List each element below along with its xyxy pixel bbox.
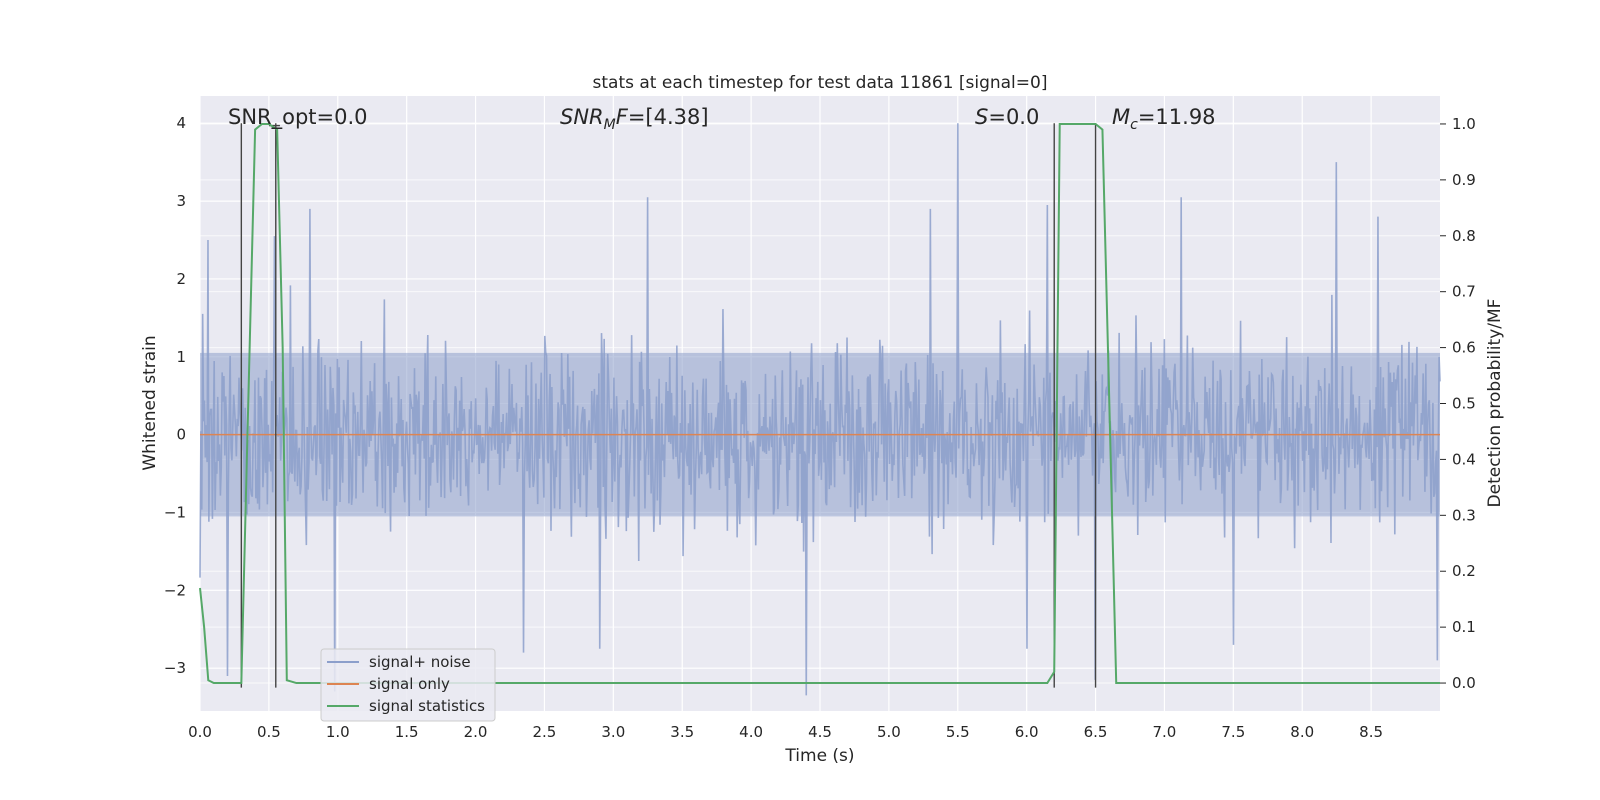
annotation-s: S=0.0 xyxy=(975,105,1039,129)
x-tick-label: 1.0 xyxy=(326,723,350,741)
y2-axis-label: Detection probability/MF xyxy=(1485,299,1505,508)
annotation-mc: Mc=11.98 xyxy=(1112,105,1216,133)
x-tick-label: 7.0 xyxy=(1153,723,1177,741)
y-tick-label: 3 xyxy=(176,192,186,210)
legend-label-noise: signal+ noise xyxy=(369,653,471,671)
x-tick-label: 5.0 xyxy=(877,723,901,741)
annotation-snr-mf: SNRMF=[4.38] xyxy=(560,105,709,133)
y2-tick-label: 0.4 xyxy=(1452,450,1476,468)
legend-label-stats: signal statistics xyxy=(369,697,485,715)
y2-tick-label: 0.7 xyxy=(1452,283,1476,301)
x-tick-label: 0.5 xyxy=(257,723,281,741)
legend: signal+ noise signal only signal statist… xyxy=(320,648,496,722)
x-tick-label: 8.5 xyxy=(1359,723,1383,741)
y-tick-label: 1 xyxy=(176,348,186,366)
legend-label-signal: signal only xyxy=(369,675,450,693)
y-axis-label: Whitened strain xyxy=(140,335,160,470)
y2-axis-ticks: 0.0 0.1 0.2 0.3 0.4 0.5 0.6 0.7 0.8 0.9 1.0 xyxy=(1440,115,1476,692)
y-tick-label: −3 xyxy=(164,659,186,677)
x-tick-label: 8.0 xyxy=(1290,723,1314,741)
y2-tick-label: 0.9 xyxy=(1452,171,1476,189)
y-tick-label: −1 xyxy=(164,503,186,521)
x-tick-label: 2.5 xyxy=(533,723,557,741)
x-tick-label: 1.5 xyxy=(395,723,419,741)
x-tick-label: 2.0 xyxy=(464,723,488,741)
y-tick-label: 2 xyxy=(176,270,186,288)
y2-tick-label: 0.0 xyxy=(1452,674,1476,692)
y-tick-label: −2 xyxy=(164,581,186,599)
y2-tick-label: 0.1 xyxy=(1452,618,1476,636)
x-tick-label: 0.0 xyxy=(188,723,212,741)
y2-tick-label: 1.0 xyxy=(1452,115,1476,133)
chart-title: stats at each timestep for test data 118… xyxy=(593,73,1048,93)
x-tick-label: 3.0 xyxy=(601,723,625,741)
y-axis-ticks: −3 −2 −1 0 1 2 3 4 xyxy=(164,114,186,677)
annotation-snr-opt: SNR_opt=0.0 xyxy=(228,105,368,130)
x-tick-label: 7.5 xyxy=(1221,723,1245,741)
x-axis-ticks: 0.0 0.5 1.0 1.5 2.0 2.5 3.0 3.5 4.0 4.5 5.0 5.5 6.0 6… xyxy=(188,723,1383,741)
legend-box xyxy=(320,648,496,722)
y-tick-label: 4 xyxy=(176,114,186,132)
y2-tick-label: 0.2 xyxy=(1452,562,1476,580)
series-signal-statistics xyxy=(199,122,1440,685)
series-line-signal-statistics xyxy=(199,122,1440,685)
y2-tick-label: 0.6 xyxy=(1452,339,1476,357)
x-tick-label: 6.0 xyxy=(1015,723,1039,741)
x-axis-label: Time (s) xyxy=(784,746,854,766)
y2-tick-label: 0.5 xyxy=(1452,395,1476,413)
y2-tick-label: 0.8 xyxy=(1452,227,1476,245)
x-tick-label: 3.5 xyxy=(670,723,694,741)
y-tick-label: 0 xyxy=(176,426,186,444)
y2-tick-label: 0.3 xyxy=(1452,506,1476,524)
x-tick-label: 4.5 xyxy=(808,723,832,741)
x-tick-label: 6.5 xyxy=(1084,723,1108,741)
x-tick-label: 4.0 xyxy=(739,723,763,741)
x-tick-label: 5.5 xyxy=(946,723,970,741)
